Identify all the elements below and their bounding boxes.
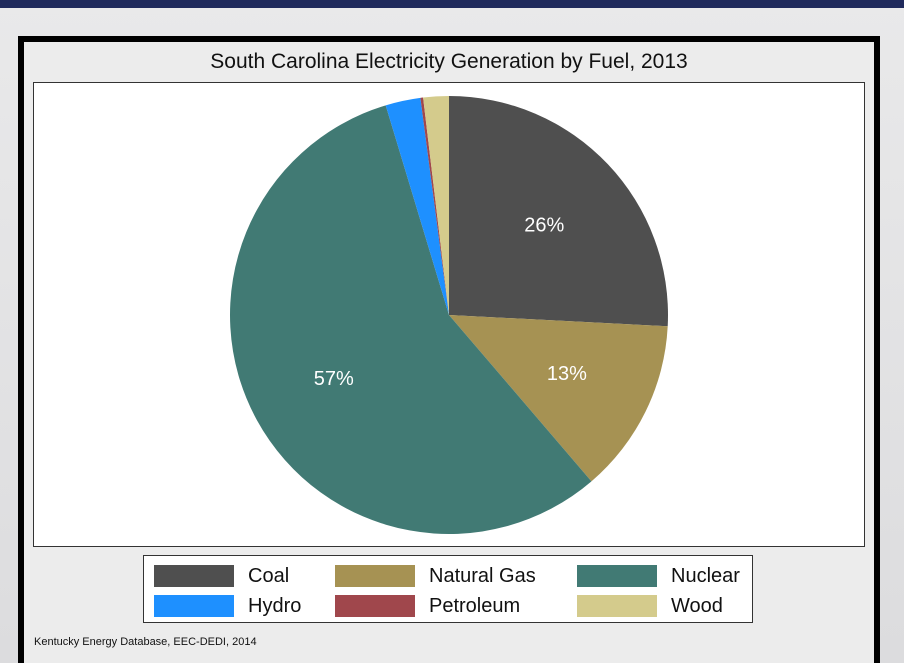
- legend-label-hydro: Hydro: [248, 594, 302, 617]
- legend-label-natural-gas: Natural Gas: [429, 564, 536, 587]
- legend-item-natural-gas: Natural Gas: [335, 564, 536, 588]
- pie-label-coal: 26%: [524, 215, 564, 237]
- plot-area: 26% 13% 57%: [33, 82, 865, 547]
- legend-label-wood: Wood: [671, 594, 723, 617]
- pie-slice-natural-gas: [449, 315, 668, 482]
- source-note: Kentucky Energy Database, EEC-DEDI, 2014: [34, 636, 257, 648]
- chart-panel: South Carolina Electricity Generation by…: [24, 42, 874, 663]
- pie-label-nuclear: 57%: [314, 368, 354, 390]
- legend: Coal Natural Gas Nuclear Hydro Petroleum…: [143, 555, 753, 623]
- legend-swatch-natural-gas: [335, 565, 415, 587]
- pie-slice-coal: [449, 96, 668, 327]
- legend-label-petroleum: Petroleum: [429, 594, 521, 617]
- pie-slice-hydro: [385, 97, 449, 315]
- pie-slice-wood: [423, 96, 449, 315]
- legend-label-coal: Coal: [248, 564, 290, 587]
- legend-swatch-petroleum: [335, 595, 415, 617]
- top-banner-bar: [0, 0, 904, 8]
- legend-swatch-hydro: [154, 595, 234, 617]
- legend-swatch-nuclear: [577, 565, 657, 587]
- chart-frame: South Carolina Electricity Generation by…: [18, 36, 880, 663]
- legend-item-coal: Coal: [154, 564, 289, 588]
- pie-chart: 26% 13% 57%: [229, 96, 668, 535]
- legend-swatch-coal: [154, 565, 234, 587]
- legend-swatch-wood: [577, 595, 657, 617]
- pie-slice-petroleum: [420, 97, 449, 315]
- legend-item-petroleum: Petroleum: [335, 594, 520, 618]
- pie-slice-nuclear: [229, 105, 592, 535]
- legend-item-wood: Wood: [577, 594, 723, 618]
- pie-label-natural-gas: 13%: [547, 363, 587, 385]
- chart-title: South Carolina Electricity Generation by…: [210, 50, 688, 73]
- legend-label-nuclear: Nuclear: [671, 564, 740, 587]
- legend-item-hydro: Hydro: [154, 594, 301, 618]
- legend-item-nuclear: Nuclear: [577, 564, 740, 588]
